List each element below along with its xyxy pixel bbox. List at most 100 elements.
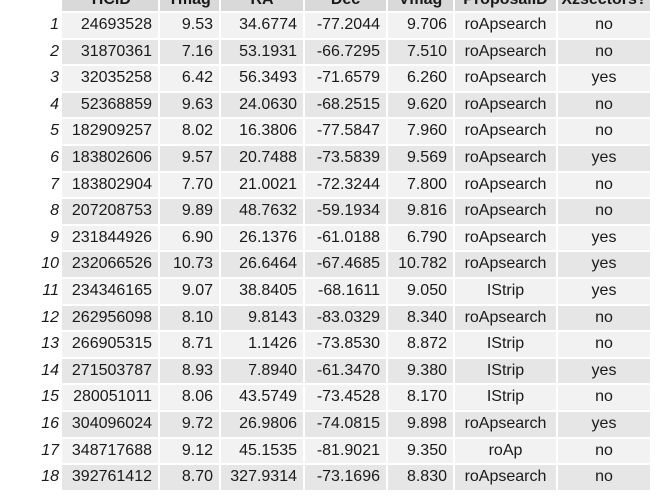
cell-ticid: 32035258 — [62, 66, 158, 91]
cell-tmag: 9.72 — [160, 411, 219, 437]
table-row[interactable]: 13 266905315 8.71 1.1426 -73.8530 8.872 IStrip… — [2, 332, 650, 357]
table-row[interactable]: 8 207208753 9.89 48.7632 -59.1934 9.816 roApse… — [2, 199, 650, 224]
table-row[interactable]: 16 304096024 9.72 26.9806 -74.0815 9.898 roAps… — [2, 411, 650, 437]
cell-dec: -61.3470 — [305, 358, 386, 384]
cell-ticid: 231844926 — [62, 225, 158, 251]
data-table: TICID Tmag RA Dec Vmag ProposalID Xzsect… — [2, 0, 650, 490]
cell-vmag: 8.872 — [388, 332, 453, 357]
cell-ticid: 266905315 — [62, 332, 158, 357]
cell-tmag: 9.57 — [160, 145, 219, 171]
cell-ra: 43.5749 — [221, 385, 303, 410]
table-row[interactable]: 17 348717688 9.12 45.1535 -81.9021 9.350 roAp n… — [2, 438, 650, 464]
cell-ra: 45.1535 — [221, 438, 303, 464]
cell-tmag: 9.07 — [160, 278, 219, 304]
cell-vmag: 7.510 — [388, 39, 453, 65]
column-header-ticid[interactable]: TICID — [62, 0, 158, 11]
cell-dec: -71.6579 — [305, 66, 386, 91]
column-header-dec[interactable]: Dec — [305, 0, 386, 11]
cell-proposal: roApsearch — [455, 172, 556, 198]
cell-vmag: 9.350 — [388, 438, 453, 464]
cell-ticid: 304096024 — [62, 411, 158, 437]
cell-proposal: roApsearch — [455, 13, 556, 38]
cell-ra: 21.0021 — [221, 172, 303, 198]
row-index: 10 — [2, 252, 60, 277]
cell-xz: no — [558, 385, 650, 410]
table-row[interactable]: 5 182909257 8.02 16.3806 -77.5847 7.960 roApse… — [2, 119, 650, 144]
table-row[interactable]: 18 392761412 8.70 327.9314 -73.1696 8.830 roAp… — [2, 465, 650, 490]
column-header-ra[interactable]: RA — [221, 0, 303, 11]
table-row[interactable]: 15 280051011 8.06 43.5749 -73.4528 8.170 IStri… — [2, 385, 650, 410]
cell-xz: no — [558, 465, 650, 490]
cell-ticid: 234346165 — [62, 278, 158, 304]
row-index: 18 — [2, 465, 60, 490]
cell-proposal: IStrip — [455, 358, 556, 384]
cell-vmag: 9.050 — [388, 278, 453, 304]
table-row[interactable]: 9 231844926 6.90 26.1376 -61.0188 6.790 roApse… — [2, 225, 650, 251]
cell-vmag: 9.380 — [388, 358, 453, 384]
cell-vmag: 10.782 — [388, 252, 453, 277]
cell-proposal: roApsearch — [455, 199, 556, 224]
cell-proposal: roApsearch — [455, 92, 556, 118]
cell-ticid: 262956098 — [62, 305, 158, 331]
cell-dec: -74.0815 — [305, 411, 386, 437]
cell-xz: no — [558, 199, 650, 224]
cell-ra: 7.8940 — [221, 358, 303, 384]
cell-tmag: 9.63 — [160, 92, 219, 118]
cell-dec: -73.4528 — [305, 385, 386, 410]
row-index: 4 — [2, 92, 60, 118]
row-index: 5 — [2, 119, 60, 144]
cell-tmag: 7.70 — [160, 172, 219, 198]
column-header-tmag[interactable]: Tmag — [160, 0, 219, 11]
cell-dec: -68.2515 — [305, 92, 386, 118]
index-header — [2, 0, 60, 11]
cell-ra: 26.9806 — [221, 411, 303, 437]
cell-tmag: 10.73 — [160, 252, 219, 277]
cell-tmag: 9.12 — [160, 438, 219, 464]
table-row[interactable]: 1 24693528 9.53 34.6774 -77.2044 9.706 roApsea… — [2, 13, 650, 38]
table-row[interactable]: 12 262956098 8.10 9.8143 -83.0329 8.340 roApse… — [2, 305, 650, 331]
column-header-proposalid[interactable]: ProposalID — [455, 0, 556, 11]
table-row[interactable]: 4 52368859 9.63 24.0630 -68.2515 9.620 roApsea… — [2, 92, 650, 118]
cell-proposal: roApsearch — [455, 465, 556, 490]
cell-xz: no — [558, 119, 650, 144]
row-index: 1 — [2, 13, 60, 38]
cell-vmag: 8.170 — [388, 385, 453, 410]
cell-xz: yes — [558, 358, 650, 384]
cell-dec: -66.7295 — [305, 39, 386, 65]
row-index: 8 — [2, 199, 60, 224]
row-index: 15 — [2, 385, 60, 410]
row-index: 7 — [2, 172, 60, 198]
cell-vmag: 9.706 — [388, 13, 453, 38]
cell-proposal: roApsearch — [455, 225, 556, 251]
cell-proposal: roApsearch — [455, 145, 556, 171]
table-row[interactable]: 10 232066526 10.73 26.6464 -67.4685 10.782 roA… — [2, 252, 650, 277]
cell-xz: yes — [558, 278, 650, 304]
cell-ra: 26.6464 — [221, 252, 303, 277]
row-index: 16 — [2, 411, 60, 437]
cell-ra: 56.3493 — [221, 66, 303, 91]
cell-proposal: IStrip — [455, 332, 556, 357]
cell-ra: 16.3806 — [221, 119, 303, 144]
cell-ra: 20.7488 — [221, 145, 303, 171]
row-index: 6 — [2, 145, 60, 171]
cell-dec: -68.1611 — [305, 278, 386, 304]
cell-proposal: IStrip — [455, 278, 556, 304]
cell-tmag: 8.71 — [160, 332, 219, 357]
table-row[interactable]: 14 271503787 8.93 7.8940 -61.3470 9.380 IStrip… — [2, 358, 650, 384]
column-header-vmag[interactable]: Vmag — [388, 0, 453, 11]
row-index: 17 — [2, 438, 60, 464]
cell-tmag: 6.90 — [160, 225, 219, 251]
cell-ticid: 183802606 — [62, 145, 158, 171]
row-index: 11 — [2, 278, 60, 304]
table-row[interactable]: 2 31870361 7.16 53.1931 -66.7295 7.510 roApsea… — [2, 39, 650, 65]
table-row[interactable]: 11 234346165 9.07 38.8405 -68.1611 9.050 IStri… — [2, 278, 650, 304]
cell-ticid: 392761412 — [62, 465, 158, 490]
cell-xz: no — [558, 92, 650, 118]
cell-proposal: roAp — [455, 438, 556, 464]
table-row[interactable]: 7 183802904 7.70 21.0021 -72.3244 7.800 roApse… — [2, 172, 650, 198]
table-row[interactable]: 6 183802606 9.57 20.7488 -73.5839 9.569 roApse… — [2, 145, 650, 171]
table-row[interactable]: 3 32035258 6.42 56.3493 -71.6579 6.260 roApsea… — [2, 66, 650, 91]
column-header-xzsectors[interactable]: Xzsectors? — [558, 0, 650, 11]
cell-ra: 38.8405 — [221, 278, 303, 304]
row-index: 13 — [2, 332, 60, 357]
